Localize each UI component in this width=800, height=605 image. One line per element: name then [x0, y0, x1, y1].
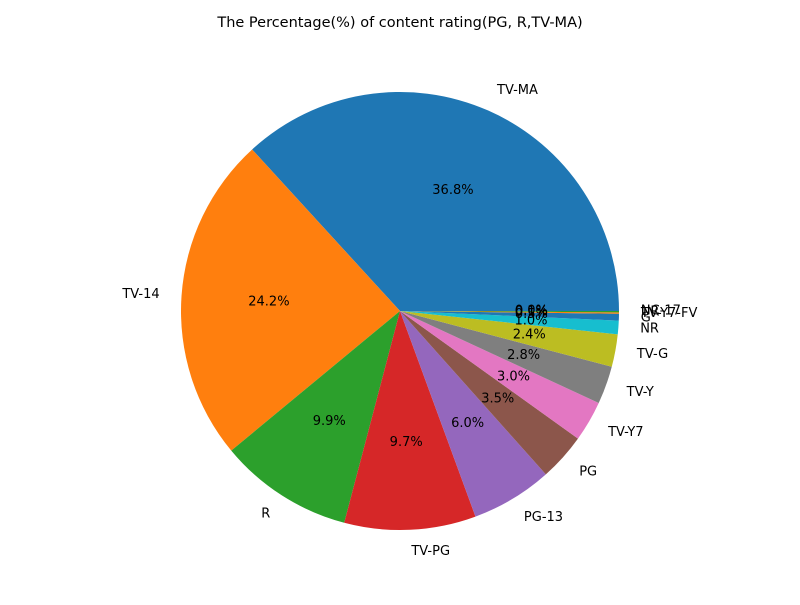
pie-percent-pg: 3.5% — [481, 391, 514, 406]
pie-percent-r: 9.9% — [313, 414, 346, 429]
pie-slice-pg-13 — [400, 311, 546, 517]
pie-slice-tv-g — [400, 311, 618, 367]
pie-label-tv-y7: TV-Y7 — [607, 425, 643, 440]
pie-slice-tv-pg — [344, 311, 476, 530]
pie-slice-pg — [400, 311, 578, 475]
pie-percent-tv-y7: 3.0% — [497, 370, 530, 385]
chart-title: The Percentage(%) of content rating(PG, … — [216, 15, 582, 31]
pie-percent-labels: 36.8% 24.2% 9.9% 9.7% 6.0% 3.5% 3.0% 2.8% 2.4%1.… — [248, 183, 548, 450]
pie-percent-tv-g: 2.4% — [513, 327, 546, 342]
pie-label-g: G — [641, 310, 651, 325]
pie-label-tv-y7-fv: TV-Y7-FV — [640, 306, 698, 321]
pie-label-tv-pg: TV-PG — [410, 544, 450, 559]
pie-slice-tv-y7 — [400, 311, 599, 439]
pie-percent-tv-y7-fv: 0.1% — [515, 305, 548, 320]
pie-slice-g — [400, 311, 619, 321]
pie-percent-tv-y: 2.8% — [507, 348, 540, 363]
pie-slice-ur — [400, 311, 619, 313]
pie-percent-tv-pg: 9.7% — [390, 435, 423, 450]
pie-percent-tv-14: 24.2% — [248, 294, 289, 309]
pie-label-r: R — [261, 506, 270, 521]
pie-label-nr: NR — [640, 322, 659, 337]
pie-label-tv-g: TV-G — [636, 347, 668, 362]
pie-slice-tv-y — [400, 311, 612, 403]
pie-percent-pg-13: 6.0% — [451, 416, 484, 431]
pie-percent-nr: 1.0% — [515, 313, 548, 328]
pie-label-pg: PG — [579, 465, 597, 480]
pie-labels: TV-MA TV-14 R TV-PG PG-13 PG TV-Y7 TV-Y TV-G NRGT… — [121, 83, 697, 559]
pie-label-ur: UR — [641, 304, 660, 319]
pie-slice-tv-ma — [252, 92, 619, 311]
pie-slice-tv-14 — [181, 149, 400, 451]
pie-label-tv-14: TV-14 — [121, 287, 159, 302]
pie-slice-nr — [400, 311, 619, 335]
pie-label-nc-17: NC-17 — [641, 304, 681, 319]
pie-percent-tv-ma: 36.8% — [432, 183, 473, 198]
pie-slice-r — [231, 311, 400, 523]
pie-label-tv-ma: TV-MA — [496, 83, 538, 98]
pie-percent-nc-17: 0.0% — [515, 304, 548, 319]
pie-label-tv-y: TV-Y — [626, 385, 654, 400]
pie-label-pg-13: PG-13 — [524, 510, 563, 525]
pie-slice-tv-y7-fv — [400, 311, 619, 314]
pie-percent-ur: 0.1% — [515, 304, 548, 319]
pie-slices — [181, 92, 619, 530]
pie-percent-g: 0.5% — [515, 307, 548, 322]
